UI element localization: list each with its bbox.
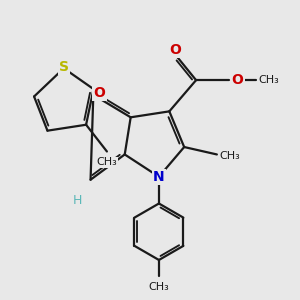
Text: CH₃: CH₃: [258, 75, 279, 85]
Text: N: N: [153, 170, 165, 184]
Text: CH₃: CH₃: [97, 158, 117, 167]
Text: O: O: [232, 73, 244, 87]
Text: S: S: [59, 60, 69, 74]
Text: H: H: [73, 194, 82, 207]
Text: O: O: [169, 43, 181, 57]
Text: CH₃: CH₃: [219, 151, 240, 161]
Text: CH₃: CH₃: [148, 282, 169, 292]
Text: O: O: [94, 86, 105, 100]
